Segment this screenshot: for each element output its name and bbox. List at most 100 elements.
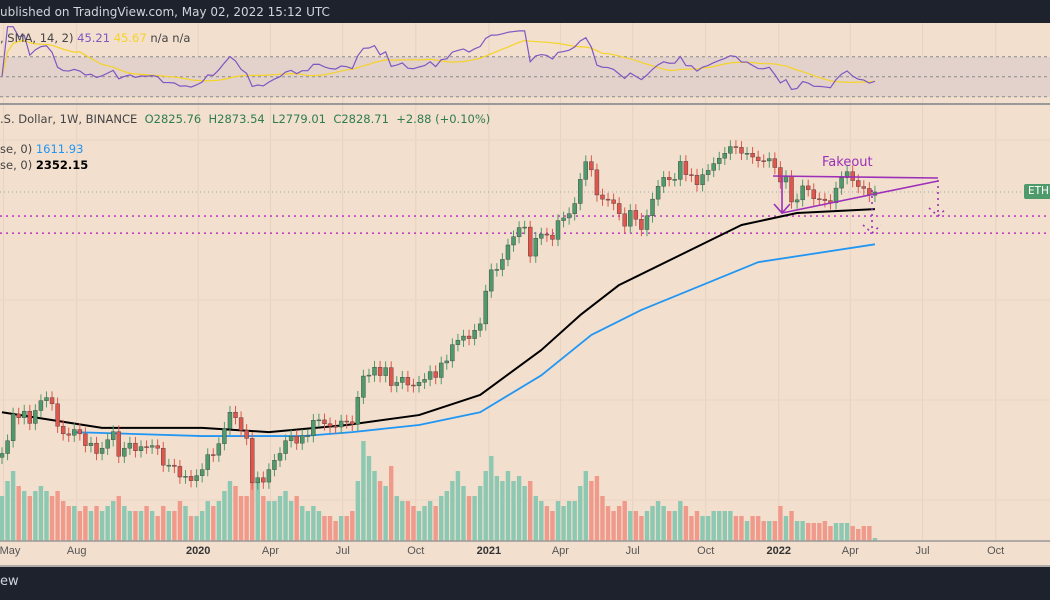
candle-body <box>783 176 789 183</box>
triangle-top-line <box>772 175 939 179</box>
volume-bar <box>199 511 205 541</box>
volume-bar <box>311 506 316 541</box>
volume-bar <box>867 526 872 541</box>
volume-bar <box>344 516 349 541</box>
candle-body <box>672 179 677 181</box>
candle-body <box>133 442 138 451</box>
published-text: ublished on TradingView.com, May 02, 202… <box>0 5 330 19</box>
candle-body <box>194 475 199 481</box>
volume-bar <box>44 491 49 541</box>
volume-bar <box>272 501 277 541</box>
candle-body <box>33 410 38 424</box>
volume-bar <box>539 501 544 541</box>
candle-body <box>16 413 21 418</box>
volume-bar <box>489 456 494 541</box>
volume-bar <box>138 511 144 541</box>
candle-body <box>244 430 249 439</box>
candle-body <box>639 219 644 230</box>
volume-bar <box>711 511 716 541</box>
candle-body <box>99 447 105 454</box>
candle-body <box>411 384 416 387</box>
volume-bar <box>633 511 639 541</box>
candle-body <box>172 464 177 467</box>
x-tick-label: Jul <box>335 545 350 557</box>
candle-body <box>138 446 144 451</box>
volume-bar <box>322 516 327 541</box>
x-tick-label: Oct <box>697 545 715 557</box>
volume-bar <box>155 516 160 541</box>
volume-bar <box>133 511 138 541</box>
candle-body <box>222 428 227 444</box>
volume-bar <box>822 521 828 541</box>
volume-bar <box>161 506 166 541</box>
volume-bar <box>88 511 94 541</box>
candle-body <box>717 157 722 164</box>
candle-body <box>522 226 527 229</box>
volume-bar <box>628 511 633 541</box>
candle-body <box>277 453 283 461</box>
candle-body <box>144 446 149 448</box>
candle-body <box>60 425 66 435</box>
x-tick-label: 2020 <box>185 545 211 557</box>
volume-bar <box>861 526 866 541</box>
volume-bar <box>38 486 44 541</box>
candle-body <box>655 186 661 200</box>
rsi-sma-value: 45.67 <box>113 31 147 45</box>
volume-bar <box>839 523 844 541</box>
candle-body <box>628 210 633 227</box>
candle-body <box>811 189 816 199</box>
volume-bar <box>411 506 416 541</box>
volume-bar <box>461 486 466 541</box>
candle-body <box>238 417 244 431</box>
candle-body <box>188 476 194 481</box>
volume-bar <box>722 511 727 541</box>
volume-bar <box>227 481 233 541</box>
volume-bar <box>372 471 377 541</box>
tradingview-logo-text: ew <box>0 574 19 589</box>
candle-body <box>294 435 299 444</box>
volume-bar <box>433 506 438 541</box>
ma-legend-black: se, 0) 2352.15 <box>0 158 88 172</box>
candle-body <box>305 435 310 437</box>
volume-bar <box>55 491 60 541</box>
candle-body <box>422 379 427 383</box>
volume-bar <box>333 521 338 541</box>
price-label: ETHU <box>1024 184 1050 199</box>
candle-body <box>72 429 77 436</box>
candle-body <box>516 227 522 237</box>
ohlc-close: C2828.71 <box>333 112 389 126</box>
x-tick-label: Oct <box>407 545 425 557</box>
volume-bar <box>427 501 433 541</box>
volume-bar <box>717 511 722 541</box>
candle-body <box>694 174 700 185</box>
volume-bar <box>678 501 683 541</box>
volume-bar <box>872 538 878 541</box>
x-tick-label: May <box>0 545 21 557</box>
candle-body <box>861 186 866 189</box>
volume-bar <box>22 491 27 541</box>
candle-body <box>322 419 327 424</box>
x-tick-label: Jul <box>625 545 640 557</box>
volume-bar <box>705 516 711 541</box>
candle-body <box>600 194 605 200</box>
candle-body <box>205 454 210 470</box>
candle-body <box>55 403 60 427</box>
volume-bar <box>466 496 472 541</box>
volume-bar <box>600 496 605 541</box>
candle-body <box>761 160 766 162</box>
candle-body <box>127 442 133 449</box>
ma-blue-params: se, 0) <box>0 142 33 156</box>
main-legend: .S. Dollar, 1W, BINANCE O2825.76 H2873.5… <box>0 112 490 126</box>
volume-bar <box>605 506 611 541</box>
volume-bar <box>750 516 755 541</box>
volume-bar <box>683 506 689 541</box>
candle-body <box>361 375 366 398</box>
volume-bar <box>422 506 427 541</box>
volume-bar <box>277 496 283 541</box>
volume-bar <box>149 511 155 541</box>
candle-body <box>683 161 689 175</box>
candle-body <box>455 339 461 345</box>
candle-body <box>249 438 255 484</box>
volume-bar <box>327 516 333 541</box>
